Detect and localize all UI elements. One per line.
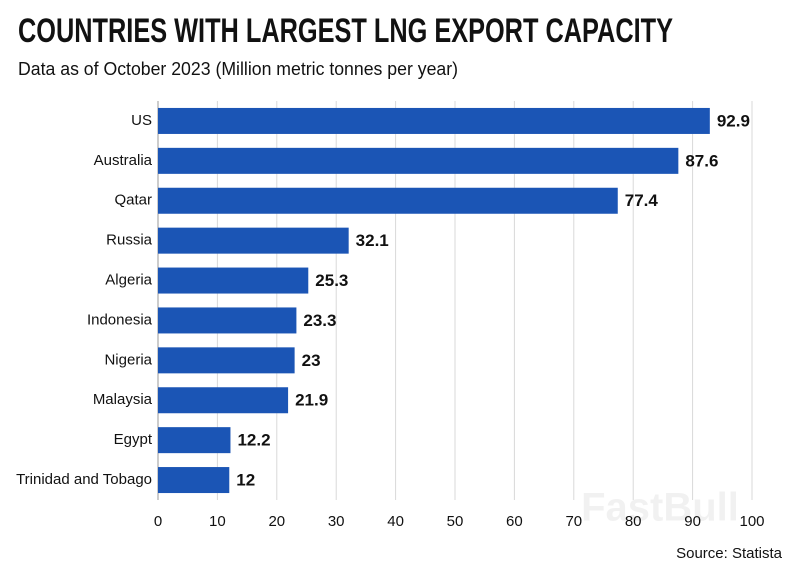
bar [158, 307, 297, 334]
y-tick-label: Nigeria [104, 351, 152, 368]
y-tick-label: Qatar [114, 192, 152, 209]
bar [158, 347, 295, 374]
x-tick-label: 90 [684, 513, 701, 530]
y-tick-label: Malaysia [93, 391, 153, 408]
value-label: 21.9 [295, 391, 328, 410]
bar [158, 107, 710, 134]
value-label: 87.6 [685, 151, 718, 170]
bar [158, 187, 618, 214]
y-tick-label: Egypt [114, 431, 153, 448]
y-tick-label: Australia [94, 152, 153, 169]
x-tick-label: 0 [154, 513, 162, 530]
bar [158, 387, 289, 414]
chart-subtitle: Data as of October 2023 (Million metric … [18, 59, 458, 79]
value-label: 23 [302, 351, 321, 370]
x-tick-label: 60 [506, 513, 523, 530]
value-label: 25.3 [315, 271, 348, 290]
x-tick-label: 20 [268, 513, 285, 530]
value-label: 92.9 [717, 111, 750, 130]
y-tick-label: Algeria [105, 272, 152, 289]
x-tick-label: 70 [565, 513, 582, 530]
x-tick-label: 40 [387, 513, 404, 530]
y-tick-label: US [131, 112, 152, 129]
value-label: 23.3 [303, 311, 336, 330]
value-label: 12.2 [237, 431, 270, 450]
y-tick-label: Indonesia [87, 311, 153, 328]
watermark: FastBull [581, 486, 739, 530]
value-label: 12 [236, 471, 255, 490]
x-tick-label: 10 [209, 513, 226, 530]
x-tick-label: 80 [625, 513, 642, 530]
bar [158, 147, 679, 174]
y-tick-label: Russia [106, 232, 153, 249]
chart-title: COUNTRIES WITH LARGEST LNG EXPORT CAPACI… [18, 12, 673, 50]
y-tick-label: Trinidad and Tobago [16, 471, 152, 488]
bar [158, 267, 309, 294]
source: Source: Statista [676, 545, 783, 562]
bar [158, 427, 231, 454]
value-label: 77.4 [625, 191, 659, 210]
value-label: 32.1 [356, 231, 389, 250]
x-tick-label: 100 [739, 513, 764, 530]
bar [158, 467, 230, 494]
bar [158, 227, 349, 254]
x-tick-label: 30 [328, 513, 345, 530]
x-tick-label: 50 [447, 513, 464, 530]
